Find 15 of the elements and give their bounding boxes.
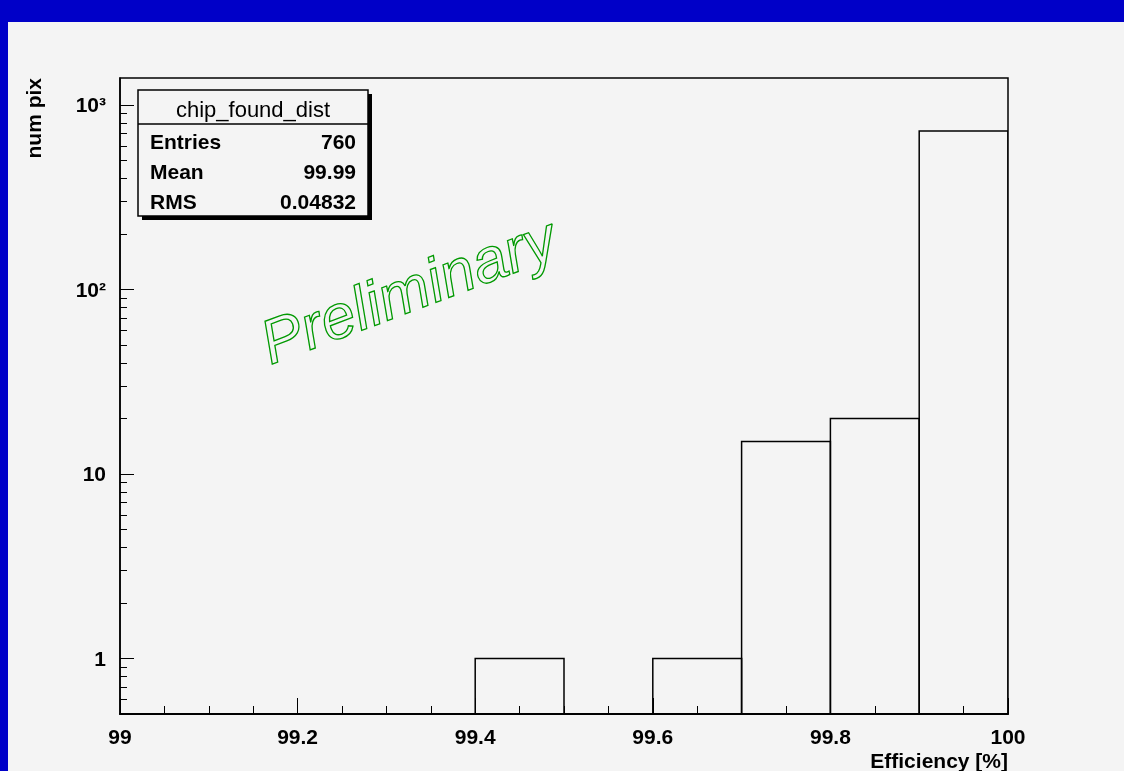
x-tick-label: 99 — [108, 725, 132, 748]
x-tick-label: 99.2 — [277, 725, 319, 748]
x-tick-label: 99.4 — [454, 725, 496, 748]
text: Mean 99.99 — [150, 159, 356, 183]
y-tick-label: 10 — [82, 462, 106, 486]
y-axis-title: num pix — [22, 77, 45, 159]
text: Entries 760 — [150, 129, 356, 153]
annotation: chip_found_dist — [175, 96, 331, 122]
y-tick-label: 1 — [94, 646, 107, 670]
y-tick-label: 10² — [75, 277, 106, 301]
x-tick-label: 100 — [990, 725, 1026, 748]
x-tick-label: 99.8 — [809, 725, 852, 748]
x-tick-label: 99.6 — [632, 725, 674, 748]
y-tick-label: 10³ — [75, 93, 106, 117]
text: RMS 0.04832 — [150, 189, 356, 213]
